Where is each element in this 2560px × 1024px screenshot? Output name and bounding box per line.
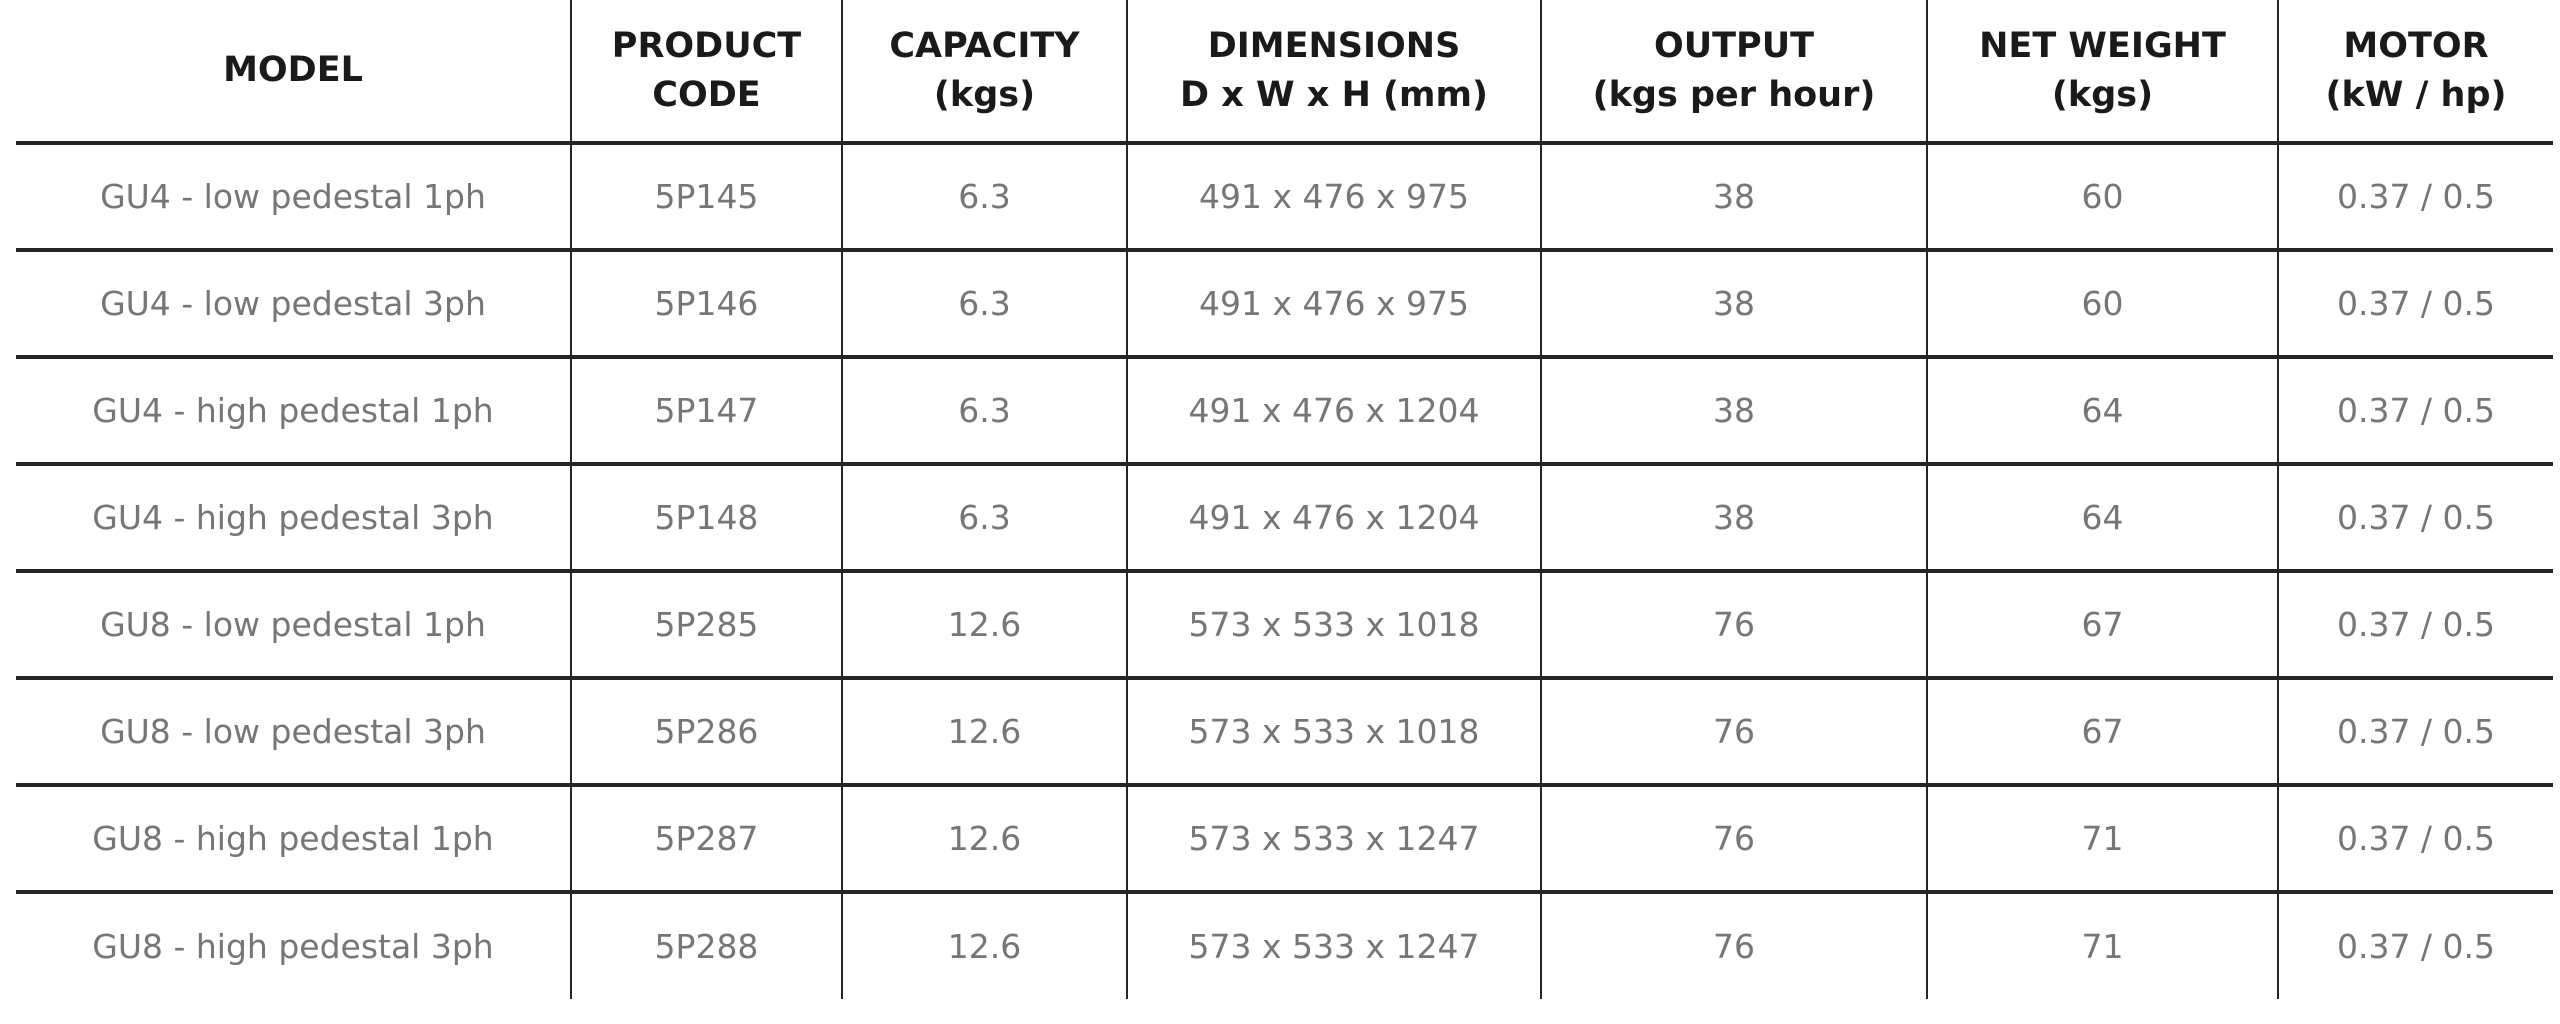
cell-output: 76 [1540,676,1928,787]
cell-output: 76 [1540,569,1928,680]
cell-net-weight: 71 [1926,783,2279,894]
cell-product-code: 5P286 [570,676,843,787]
column-header-net-weight: NET WEIGHT (kgs) [1926,0,2279,145]
cell-output: 38 [1540,355,1928,466]
cell-output: 76 [1540,890,1928,999]
cell-model: GU4 - high pedestal 3ph [16,462,572,573]
cell-output: 38 [1540,462,1928,573]
cell-model: GU8 - high pedestal 1ph [16,783,572,894]
table-row: GU4 - low pedestal 3ph 5P146 6.3 491 x 4… [16,248,2553,359]
cell-capacity: 6.3 [841,355,1128,466]
column-header-product-code: PRODUCT CODE [570,0,843,145]
cell-model: GU4 - low pedestal 3ph [16,248,572,359]
cell-product-code: 5P287 [570,783,843,894]
cell-net-weight: 67 [1926,569,2279,680]
cell-output: 76 [1540,783,1928,894]
table-row: GU8 - high pedestal 3ph 5P288 12.6 573 x… [16,890,2553,999]
cell-net-weight: 60 [1926,141,2279,252]
cell-output: 38 [1540,248,1928,359]
cell-motor: 0.37 / 0.5 [2277,890,2553,999]
cell-capacity: 6.3 [841,248,1128,359]
cell-net-weight: 60 [1926,248,2279,359]
table-row: GU8 - low pedestal 1ph 5P285 12.6 573 x … [16,569,2553,680]
cell-dimensions: 491 x 476 x 1204 [1126,462,1542,573]
cell-product-code: 5P148 [570,462,843,573]
cell-model: GU4 - low pedestal 1ph [16,141,572,252]
column-header-model: MODEL [16,0,572,145]
cell-dimensions: 573 x 533 x 1247 [1126,890,1542,999]
cell-product-code: 5P288 [570,890,843,999]
column-header-dimensions: DIMENSIONS D x W x H (mm) [1126,0,1542,145]
cell-dimensions: 491 x 476 x 1204 [1126,355,1542,466]
cell-dimensions: 491 x 476 x 975 [1126,141,1542,252]
cell-capacity: 6.3 [841,462,1128,573]
cell-motor: 0.37 / 0.5 [2277,569,2553,680]
table-row: GU4 - high pedestal 1ph 5P147 6.3 491 x … [16,355,2553,466]
cell-capacity: 12.6 [841,890,1128,999]
cell-motor: 0.37 / 0.5 [2277,248,2553,359]
column-header-capacity: CAPACITY (kgs) [841,0,1128,145]
cell-dimensions: 491 x 476 x 975 [1126,248,1542,359]
header-row: MODEL PRODUCT CODE CAPACITY (kgs) DIMENS… [16,0,2553,145]
cell-net-weight: 67 [1926,676,2279,787]
cell-product-code: 5P147 [570,355,843,466]
cell-net-weight: 71 [1926,890,2279,999]
column-header-output: OUTPUT (kgs per hour) [1540,0,1928,145]
cell-capacity: 12.6 [841,676,1128,787]
column-header-motor: MOTOR (kW / hp) [2277,0,2553,145]
cell-output: 38 [1540,141,1928,252]
table-row: GU4 - low pedestal 1ph 5P145 6.3 491 x 4… [16,141,2553,252]
cell-model: GU8 - low pedestal 1ph [16,569,572,680]
cell-product-code: 5P146 [570,248,843,359]
cell-product-code: 5P285 [570,569,843,680]
cell-net-weight: 64 [1926,355,2279,466]
cell-dimensions: 573 x 533 x 1018 [1126,676,1542,787]
cell-model: GU8 - low pedestal 3ph [16,676,572,787]
cell-product-code: 5P145 [570,141,843,252]
table-row: GU8 - high pedestal 1ph 5P287 12.6 573 x… [16,783,2553,894]
product-spec-table: MODEL PRODUCT CODE CAPACITY (kgs) DIMENS… [16,0,2553,999]
cell-motor: 0.37 / 0.5 [2277,462,2553,573]
cell-dimensions: 573 x 533 x 1018 [1126,569,1542,680]
cell-model: GU8 - high pedestal 3ph [16,890,572,999]
cell-model: GU4 - high pedestal 1ph [16,355,572,466]
cell-net-weight: 64 [1926,462,2279,573]
cell-capacity: 12.6 [841,569,1128,680]
cell-capacity: 6.3 [841,141,1128,252]
table-body: GU4 - low pedestal 1ph 5P145 6.3 491 x 4… [16,141,2553,999]
table-row: GU4 - high pedestal 3ph 5P148 6.3 491 x … [16,462,2553,573]
cell-motor: 0.37 / 0.5 [2277,141,2553,252]
cell-capacity: 12.6 [841,783,1128,894]
table-header: MODEL PRODUCT CODE CAPACITY (kgs) DIMENS… [16,0,2553,145]
cell-motor: 0.37 / 0.5 [2277,355,2553,466]
table-row: GU8 - low pedestal 3ph 5P286 12.6 573 x … [16,676,2553,787]
cell-dimensions: 573 x 533 x 1247 [1126,783,1542,894]
cell-motor: 0.37 / 0.5 [2277,676,2553,787]
cell-motor: 0.37 / 0.5 [2277,783,2553,894]
